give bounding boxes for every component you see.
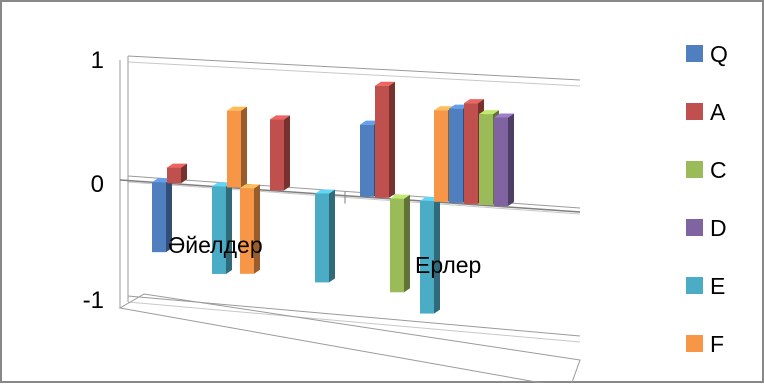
bar-Q-0 <box>152 178 172 253</box>
gridline-depth <box>127 301 581 343</box>
legend-label: Q <box>710 41 728 67</box>
bar-side <box>241 106 247 188</box>
bar-front <box>449 108 463 203</box>
legend: Q A C D E F <box>686 41 728 357</box>
bar-side <box>508 113 514 207</box>
bar-A-0 <box>167 163 187 184</box>
gridline-depth <box>127 181 581 215</box>
legend-item: A <box>686 99 726 125</box>
bar-side <box>226 182 232 274</box>
chart-bars <box>152 81 514 314</box>
category-labels: Әйелдер Ерлер <box>168 232 481 278</box>
y-tick-label: -1 <box>83 287 104 314</box>
category-axis <box>119 179 581 213</box>
bar-F-g2-0 <box>240 184 260 274</box>
category-label: Әйелдер <box>168 232 263 258</box>
y-tick-label: 0 <box>91 171 104 198</box>
bar-top <box>390 194 410 199</box>
bar-front <box>464 103 478 204</box>
bar-front <box>212 186 226 274</box>
bar-top <box>270 115 290 120</box>
bar-D-g2-1 <box>494 113 514 207</box>
legend-label: E <box>710 273 725 299</box>
bar-front <box>420 200 434 314</box>
legend-swatch <box>686 277 703 294</box>
bar-E-1 <box>420 196 440 314</box>
legend-swatch <box>686 103 703 120</box>
bar-E-g2-0 <box>315 189 335 283</box>
bar-front <box>270 119 284 191</box>
legend-label: A <box>710 99 726 125</box>
legend-swatch <box>686 161 703 178</box>
bar-front <box>315 193 329 283</box>
bar-top <box>479 110 499 115</box>
bar-side <box>254 184 260 274</box>
bar-A-1 <box>375 81 395 198</box>
gridline <box>127 55 581 81</box>
category-label: Ерлер <box>415 252 481 278</box>
legend-item: C <box>686 157 727 183</box>
bar-top <box>494 113 514 118</box>
legend-swatch <box>686 335 703 352</box>
y-axis-ticks: 1 0 -1 <box>83 47 104 314</box>
bar-C-1 <box>390 194 410 293</box>
bar-side <box>166 178 172 253</box>
bar-top <box>375 81 395 86</box>
bar-side <box>284 115 290 191</box>
legend-label: F <box>710 331 724 357</box>
bar-front <box>375 85 389 198</box>
legend-swatch <box>686 45 703 62</box>
bar-side <box>404 194 410 293</box>
legend-label: C <box>710 157 727 183</box>
bar-front <box>240 188 254 274</box>
y-tick-label: 1 <box>91 47 104 74</box>
legend-label: D <box>710 215 727 241</box>
bar-top <box>315 189 335 194</box>
bar-top <box>240 184 260 189</box>
bar-top <box>227 106 247 111</box>
bar-front <box>167 167 181 184</box>
legend-item: E <box>686 273 725 299</box>
bar-F-0 <box>227 106 247 188</box>
bar-top <box>167 163 187 168</box>
bar-front <box>434 110 448 202</box>
bar-front <box>227 110 241 188</box>
bar-side <box>434 196 440 314</box>
bar-front <box>390 198 404 293</box>
bar-top <box>464 99 484 104</box>
bar-front <box>479 114 493 205</box>
legend-item: D <box>686 215 727 241</box>
legend-swatch <box>686 219 703 236</box>
bar-E-0 <box>212 182 232 274</box>
bar-front <box>494 117 508 207</box>
bar-front <box>152 182 166 253</box>
gridline-depth <box>127 61 581 87</box>
chart-floor <box>118 293 581 388</box>
legend-item: Q <box>686 41 728 67</box>
legend-item: F <box>686 331 724 357</box>
chart-walls <box>118 55 581 388</box>
bar-side <box>329 189 335 283</box>
bar-A-g2-0 <box>270 115 290 191</box>
bar-front <box>360 124 374 197</box>
bar-side <box>389 81 395 198</box>
bar-side <box>181 163 187 184</box>
